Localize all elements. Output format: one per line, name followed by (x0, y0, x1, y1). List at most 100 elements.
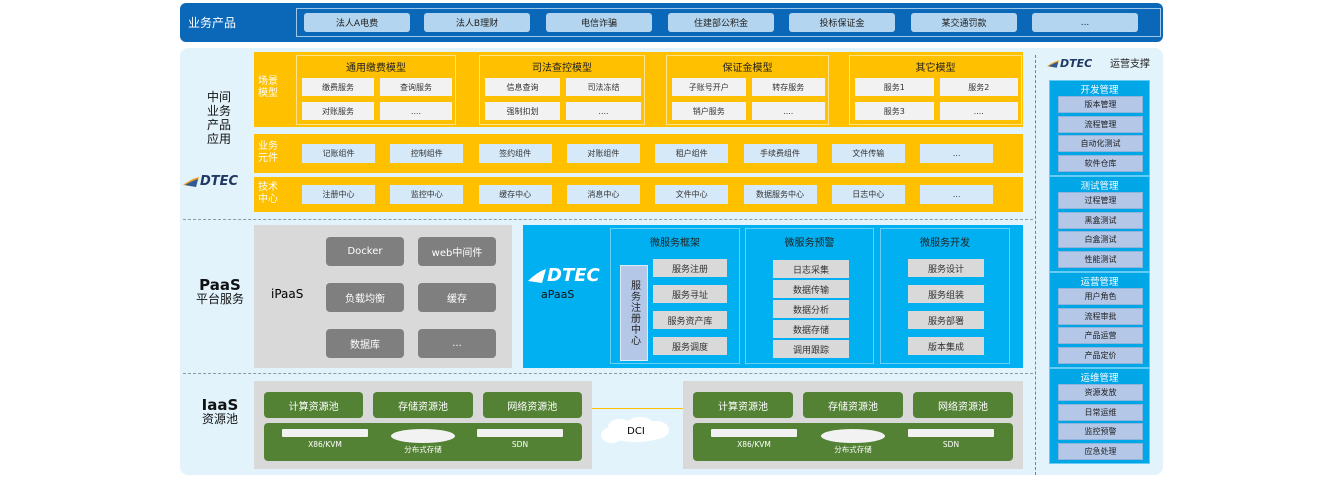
ops-item: 性能测试 (1058, 250, 1143, 268)
business-component-item: 手续费组件 (743, 144, 817, 163)
ipaas-component: 缓存 (418, 283, 496, 312)
business-component-item: 文件传输 (831, 144, 905, 163)
apaas-item: 服务组装 (908, 285, 984, 303)
business-component-item: 记账组件 (302, 144, 375, 163)
logo-swoosh-icon (528, 268, 546, 283)
server-icon (282, 429, 368, 437)
scene-service-item: 销户服务 (672, 102, 746, 120)
ipaas-component: 数据库 (326, 329, 404, 358)
tech-center-row: 技术中心 注册中心 监控中心 缓存中心 消息中心 文件中心 数据服务中心 日志中心... (254, 177, 1023, 212)
business-product-item: 法人B理财 (424, 13, 530, 32)
ops-item: 黑盒测试 (1058, 211, 1143, 229)
business-product-item: 住建部公积金 (668, 13, 774, 32)
ipaas-component: Docker (326, 237, 404, 266)
ops-item: 产品定价 (1058, 346, 1143, 364)
ops-group: 运营管理 用户角色 流程审批 产品运营 产品定价 (1049, 272, 1150, 368)
ops-item: 版本管理 (1058, 96, 1143, 113)
ipaas-component: web中间件 (418, 237, 496, 266)
resource-pool-item: 存储资源池 (373, 392, 473, 418)
scene-service-item: 服务2 (939, 78, 1018, 96)
label-line: 中间 (206, 90, 231, 104)
apaas-group: 微服务预警 日志采集 数据传输 数据分析 数据存储 调用跟踪 (745, 228, 874, 364)
business-component-item: 租户组件 (655, 144, 729, 163)
scene-model-group: 其它模型 服务1 服务2 服务3.... (849, 55, 1022, 125)
apaas-item: 服务注册 (653, 259, 727, 277)
hardware-label: 分布式存储 (404, 445, 442, 454)
resource-pool-item: 计算资源池 (693, 392, 793, 418)
dtec-logo: DTEC (528, 265, 600, 286)
scene-model-title: 保证金模型 (722, 63, 773, 74)
scene-service-item: 子账号开户 (672, 78, 746, 96)
ops-item: 应急处理 (1058, 442, 1143, 460)
ipaas-component: ... (418, 329, 496, 358)
apaas-item: 服务寻址 (653, 285, 727, 303)
apaas-item: 服务资产库 (653, 311, 727, 329)
scene-service-item: 对账服务 (302, 102, 374, 120)
paas-label: PaaS 平台服务 (190, 276, 250, 307)
ipaas-component: 负载均衡 (326, 283, 404, 312)
apaas-item: 服务设计 (908, 259, 984, 277)
apaas-item: 数据存储 (773, 320, 849, 338)
ops-title: 运营支撑 (1110, 59, 1150, 70)
ops-item: 白盒测试 (1058, 231, 1143, 248)
scene-service-item: 服务1 (855, 78, 934, 96)
business-products-list: 法人A电费 法人B理财 电信诈骗 住建部公积金 投标保证金 某交通罚款... (296, 8, 1161, 37)
ipaas-box: iPaaS Docker web中间件 负载均衡 缓存 数据库... (254, 225, 512, 368)
hardware-label: X86/KVM (737, 440, 771, 449)
tech-center-item: 文件中心 (655, 185, 729, 204)
scene-service-item: 转存服务 (751, 78, 825, 96)
ops-item: 日常运维 (1058, 403, 1143, 421)
ops-item: 产品运营 (1058, 327, 1143, 344)
resource-pool-item: 存储资源池 (803, 392, 903, 418)
apaas-group-title: 微服务预警 (784, 238, 835, 249)
divider (183, 373, 1033, 374)
scene-model-row: 场景模型 通用缴费模型 缴费服务 查询服务 对账服务.... 司法查控模型 信息查询 司法冻… (254, 52, 1023, 127)
apaas-item: 服务部署 (908, 311, 984, 329)
paas-subtitle: 平台服务 (195, 292, 244, 306)
tech-center-item: ... (920, 185, 994, 204)
ops-item: 自动化测试 (1058, 135, 1143, 152)
apaas-box: DTEC aPaaS 微服务框架 服务注册 服务寻址 服务资产库 服务调度 服务注册中心微… (523, 225, 1023, 368)
ops-item: 用户角色 (1058, 288, 1143, 305)
ops-group: 测试管理 过程管理 黑盒测试 白盒测试 性能测试 (1049, 176, 1150, 272)
scene-model-title: 其它模型 (915, 63, 956, 74)
ops-item: 流程管理 (1058, 115, 1143, 133)
scene-service-item: .... (939, 102, 1018, 120)
tech-center-item: 监控中心 (390, 185, 464, 204)
scene-service-item: 缴费服务 (302, 78, 374, 96)
components-label: 业务元件 (258, 141, 278, 164)
paas-title: PaaS (199, 276, 241, 294)
business-products-label: 业务产品 (188, 16, 237, 30)
apaas-group-title: 微服务框架 (650, 238, 700, 249)
apaas-group: 微服务框架 服务注册 服务寻址 服务资产库 服务调度 服务注册中心 (610, 228, 740, 364)
hardware-bar: X86/KVM 分布式存储 SDN (264, 423, 582, 461)
iaas-subtitle: 资源池 (201, 412, 238, 426)
tech-center-item: 缓存中心 (478, 185, 552, 204)
business-component-item: 签约组件 (478, 144, 552, 163)
ops-item: 监控预警 (1058, 423, 1143, 440)
dci-cloud: DCI (598, 416, 674, 446)
cloud-icon (601, 417, 669, 443)
tech-center-item: 数据服务中心 (743, 185, 817, 204)
business-component-item: 对账组件 (566, 144, 640, 163)
business-product-item: 电信诈骗 (546, 13, 652, 32)
ops-group-title: 测试管理 (1080, 181, 1119, 192)
resource-pool-item: 网络资源池 (913, 392, 1013, 418)
business-product-item: 投标保证金 (789, 13, 895, 32)
ops-item: 资源发放 (1058, 384, 1143, 401)
iaas-title: IaaS (201, 396, 239, 414)
business-product-item: ... (1032, 13, 1138, 32)
business-products-bar: 业务产品 法人A电费 法人B理财 电信诈骗 住建部公积金 投标保证金 某交通罚款... (180, 3, 1163, 42)
logo-text: DTEC (1060, 57, 1093, 70)
resource-pool-box: 计算资源池 存储资源池 网络资源池 X86/KVM 分布式存储 SDN (683, 381, 1023, 469)
scene-service-item: .... (380, 102, 452, 120)
hardware-label: 分布式存储 (834, 445, 872, 454)
hardware-label: SDN (511, 440, 529, 449)
network-switch-icon (477, 429, 563, 437)
apaas-group-title: 微服务开发 (920, 238, 970, 249)
logo-text: DTEC (200, 174, 239, 189)
network-switch-icon (908, 429, 994, 437)
ops-group: 运维管理 资源发放 日常运维 监控预警 应急处理 (1049, 368, 1150, 464)
apaas-item: 日志采集 (773, 260, 849, 278)
scene-model-group: 通用缴费模型 缴费服务 查询服务 对账服务.... (296, 55, 456, 125)
